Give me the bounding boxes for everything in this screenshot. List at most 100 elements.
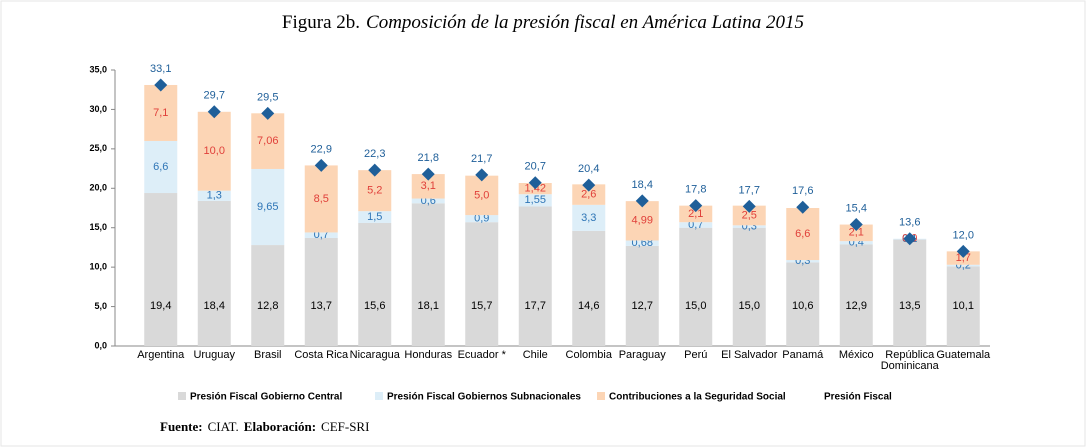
total-label: 13,6 [899, 217, 920, 229]
bar-segment [732, 205, 766, 226]
bar-segment [946, 251, 980, 265]
value-label: 2,1 [688, 208, 703, 220]
total-label: 12,0 [953, 229, 974, 241]
value-label: 9,65 [257, 201, 278, 213]
total-marker [475, 168, 489, 182]
total-marker [261, 106, 275, 120]
y-tick-label: 35,0 [89, 64, 107, 74]
x-tick-label: Argentina [137, 349, 185, 361]
x-tick-label: Colombia [565, 349, 612, 361]
total-label: 17,8 [685, 184, 706, 196]
bar-segment [358, 170, 392, 212]
bar-segment [839, 244, 873, 346]
bar-segment [411, 198, 445, 204]
value-label: 14,6 [578, 300, 599, 312]
bar-segment [679, 205, 713, 223]
total-marker [528, 176, 542, 190]
legend-label: Presión Fiscal [824, 392, 892, 403]
x-tick-label: México [838, 349, 874, 361]
value-label: 6,6 [795, 228, 810, 240]
bar-segment [572, 184, 606, 205]
bar-segment [251, 168, 285, 246]
bar-segment [144, 84, 178, 141]
value-label: 5,0 [474, 189, 489, 201]
total-label: 15,4 [846, 202, 867, 214]
y-tick-label: 25,0 [89, 143, 107, 153]
value-label: 12,7 [632, 300, 653, 312]
total-label: 21,7 [471, 153, 492, 165]
total-label: 29,7 [204, 90, 225, 102]
value-label: 8,5 [314, 193, 329, 205]
total-marker [368, 163, 382, 177]
author-label: Elaboración: [244, 419, 316, 434]
value-label: 18,4 [204, 300, 225, 312]
total-marker [421, 167, 435, 181]
total-marker [742, 199, 756, 213]
bar-segment [679, 222, 713, 228]
y-tick-label: 30,0 [89, 104, 107, 114]
legend-label: Contribuciones a la Seguridad Social [609, 392, 786, 403]
bar-segment [946, 266, 980, 346]
value-label: 7,1 [153, 107, 168, 119]
legend-swatch [178, 392, 186, 400]
chart-title: Figura 2b. Composición de la presión fisc… [282, 12, 804, 33]
bar-segment [839, 224, 873, 242]
total-label: 18,4 [632, 179, 653, 191]
bar-segment [251, 245, 285, 346]
value-label: 2,1 [849, 227, 864, 239]
total-marker [956, 244, 970, 258]
total-marker [849, 218, 863, 232]
bar-segment [946, 264, 980, 267]
total-label: 22,9 [311, 143, 332, 155]
bar-segment [786, 262, 820, 346]
bar-segment [893, 239, 927, 346]
value-label: 1,7 [956, 252, 971, 264]
bar-segment [625, 240, 659, 246]
bar-segment [411, 203, 445, 346]
legend-label: Presión Fiscal Gobiernos Subnacionales [387, 392, 581, 403]
bar-segment [304, 237, 338, 346]
total-marker [582, 178, 596, 192]
value-label: 15,7 [471, 300, 492, 312]
value-label: 7,06 [257, 135, 278, 147]
value-label: 2,6 [581, 189, 596, 201]
bar-segment [358, 211, 392, 223]
value-label: 10,6 [792, 300, 813, 312]
value-label: 15,0 [739, 300, 760, 312]
total-label: 22,3 [364, 148, 385, 160]
value-label: 15,6 [364, 300, 385, 312]
x-tick-label: Guatemala [936, 349, 991, 361]
x-tick-label: Honduras [404, 349, 453, 361]
total-marker [154, 78, 168, 92]
bar-segment [197, 200, 231, 346]
bar-segment [732, 227, 766, 346]
value-label: 10,1 [953, 300, 974, 312]
legend-label: Presión Fiscal Gobierno Central [190, 392, 342, 403]
value-label: 18,1 [418, 300, 439, 312]
total-label: 17,6 [792, 185, 813, 197]
total-label: 20,7 [525, 161, 546, 173]
value-label: 10,0 [204, 145, 225, 157]
total-marker [314, 158, 328, 172]
bar-segment [732, 225, 766, 228]
y-tick-label: 10,0 [89, 262, 107, 272]
x-tick-label: Chile [522, 349, 548, 361]
bar-segment [465, 215, 499, 223]
x-tick-label: Brasil [253, 349, 282, 361]
total-marker [689, 199, 703, 213]
source-label: Fuente: [160, 419, 203, 434]
bar-segment [572, 230, 606, 346]
total-label: 21,8 [418, 152, 439, 164]
value-label: 3,1 [421, 180, 436, 192]
x-tick-label: Ecuador * [457, 349, 506, 361]
bar-segment [786, 208, 820, 261]
value-label: 6,6 [153, 161, 168, 173]
value-label: 3,3 [581, 212, 596, 224]
value-label: 1,5 [367, 211, 382, 223]
value-label: 12,9 [846, 300, 867, 312]
bar-segment [144, 140, 178, 194]
total-label: 29,5 [257, 91, 278, 103]
value-label: 0,9 [474, 213, 489, 225]
value-label: 12,8 [257, 300, 278, 312]
